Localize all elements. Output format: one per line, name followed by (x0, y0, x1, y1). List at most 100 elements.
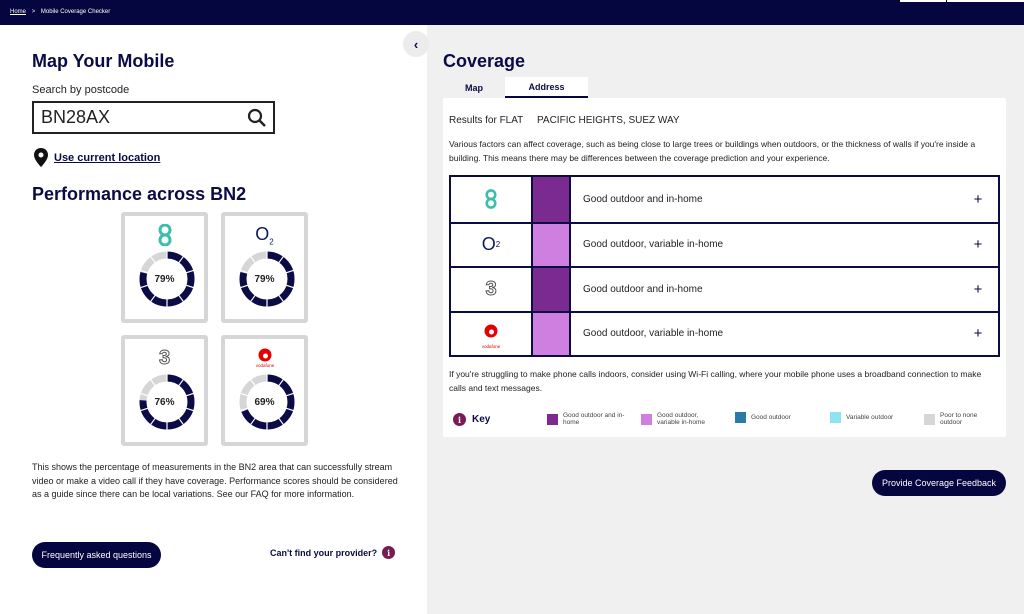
donut-segment-gap (139, 284, 149, 289)
key-item: Good outdoor and in-home (547, 412, 627, 426)
tab-address[interactable]: Address (505, 77, 588, 98)
use-current-location-link[interactable]: Use current location (34, 148, 160, 167)
key-swatch (830, 412, 841, 423)
donut-segment-gap (178, 255, 185, 264)
key-item-label: Good outdoor and in-home (563, 412, 625, 426)
coverage-status: Good outdoor, variable in-home (583, 239, 724, 251)
expand-plus-icon[interactable]: + (973, 280, 983, 298)
key-item-label: Poor to none outdoor (940, 412, 978, 426)
donut-segment-gap (285, 392, 295, 397)
breadcrumb: Home > Mobile Coverage Checker (10, 9, 110, 15)
chevron-left-icon: ‹ (413, 36, 419, 52)
donut-segment-gap (185, 269, 195, 274)
key-toggle[interactable]: i Key (453, 413, 490, 426)
coverage-row-vodafone[interactable]: vodafone Good outdoor, variable in-home … (451, 310, 998, 355)
coverage-status: Good outdoor and in-home (583, 193, 703, 205)
breadcrumb-separator: > (31, 9, 36, 15)
coverage-status: Good outdoor and in-home (583, 283, 703, 295)
coverage-row-ee[interactable]: Good outdoor and in-home + (451, 177, 998, 222)
three-logo-icon: 3 (158, 347, 171, 370)
performance-donut (239, 373, 295, 431)
performance-title: Performance across BN2 (32, 184, 247, 204)
expand-plus-icon[interactable]: + (973, 325, 983, 343)
coverage-row-three[interactable]: 3 Good outdoor and in-home + (451, 266, 998, 311)
donut-segment-gap (149, 417, 156, 426)
key-swatch (735, 412, 746, 423)
donut-segment-gap (178, 417, 185, 426)
ee-logo-icon (451, 177, 533, 222)
coverage-swatch (533, 268, 571, 311)
donut-segment-gap (149, 378, 156, 387)
key-swatch (641, 413, 652, 425)
donut-segment-gap (139, 392, 149, 397)
vodafone-logo-icon: vodafone (225, 347, 304, 369)
key-item: Good outdoor (735, 412, 825, 423)
breadcrumb-current: Mobile Coverage Checker (40, 9, 111, 15)
top-bar: Home > Mobile Coverage Checker (0, 0, 1024, 25)
key-item: Poor to none outdoor (924, 412, 984, 426)
donut-segment-gap (185, 407, 195, 412)
donut-segment-gap (178, 294, 185, 303)
donut-segment-gap (285, 269, 295, 274)
postcode-value: BN28AX (41, 107, 111, 127)
breadcrumb-home-link[interactable]: Home (10, 9, 27, 15)
donut-segment-gap (278, 294, 285, 303)
donut-segment-gap (278, 378, 285, 387)
results-address: Results for FLAT PACIFIC HEIGHTS, SUEZ W… (449, 115, 680, 126)
key-swatch (547, 413, 558, 425)
key-item-label: Good outdoor, variable in-home (657, 412, 706, 426)
donut-segment-gap (239, 269, 249, 274)
vodafone-logo-icon: vodafone (451, 312, 533, 355)
donut-segment-gap (239, 284, 249, 289)
key-swatch (924, 413, 935, 425)
provider-card-three: 3 76% (121, 335, 208, 446)
info-icon: i (453, 413, 466, 426)
key-item-label: Good outdoor (751, 414, 791, 421)
factors-note: Various factors can affect coverage, suc… (449, 139, 976, 163)
search-icon[interactable] (247, 108, 267, 128)
donut-segment-gap (285, 284, 295, 289)
key-item: Variable outdoor (830, 412, 920, 423)
key-item: Good outdoor, variable in-home (641, 412, 721, 426)
donut-segment-gap (178, 378, 185, 387)
performance-donut (139, 250, 195, 308)
donut-segment-gap (239, 407, 249, 412)
o2-logo-icon: O2 (255, 224, 274, 247)
postcode-search-input[interactable]: BN28AX (32, 101, 275, 134)
expand-plus-icon[interactable]: + (973, 190, 983, 208)
use-location-label: Use current location (54, 151, 161, 164)
provider-card-ee: 79% (121, 212, 208, 323)
info-icon[interactable]: i (382, 546, 396, 559)
collapse-panel-button[interactable]: ‹ (403, 31, 429, 57)
page-title: Map Your Mobile (32, 51, 175, 71)
tab-map[interactable]: Map (465, 82, 483, 93)
donut-segment-gap (249, 378, 256, 387)
coverage-status: Good outdoor, variable in-home (583, 328, 724, 340)
svg-text:vodafone: vodafone (255, 363, 274, 368)
provide-feedback-button[interactable]: Provide Coverage Feedback (872, 470, 1006, 496)
three-logo-icon: 3 (451, 268, 533, 311)
donut-segment-gap (249, 417, 256, 426)
key-label: Key (472, 414, 491, 425)
expand-plus-icon[interactable]: + (973, 236, 983, 254)
coverage-swatch (533, 223, 571, 266)
donut-segment-gap (278, 417, 285, 426)
donut-segment-gap (139, 269, 149, 274)
wifi-calling-note: If you're struggling to make phone calls… (449, 369, 982, 393)
location-pin-icon (34, 148, 48, 167)
performance-donut (239, 250, 295, 308)
provider-card-o2: O2 79% (221, 212, 308, 323)
cant-find-provider-link[interactable]: Can't find your provider? i (270, 546, 396, 559)
faq-button[interactable]: Frequently asked questions (32, 542, 161, 568)
ee-logo-icon (125, 223, 204, 247)
donut-segment-gap (278, 255, 285, 264)
performance-percent: 79% (254, 274, 275, 285)
header-divider (947, 0, 1024, 2)
donut-segment-gap (139, 407, 149, 412)
cant-find-label: Can't find your provider? (270, 547, 378, 558)
coverage-title: Coverage (443, 51, 526, 71)
donut-segment-gap (185, 392, 195, 397)
